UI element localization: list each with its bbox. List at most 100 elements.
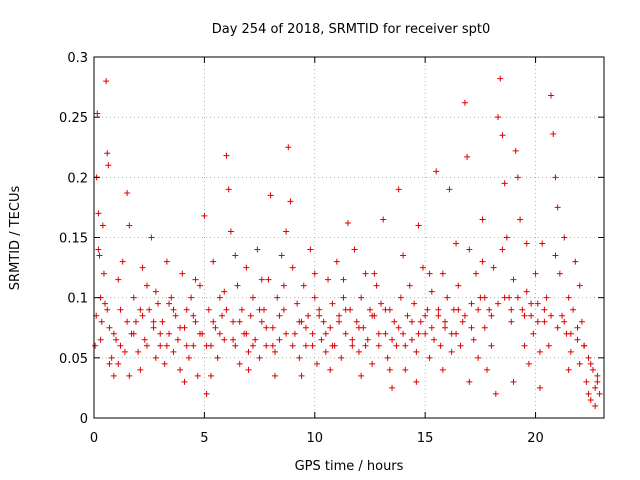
data-point — [559, 312, 566, 319]
data-point — [280, 306, 287, 313]
data-point — [296, 318, 303, 325]
data-point — [256, 306, 263, 313]
data-point — [587, 396, 594, 403]
data-point — [307, 246, 314, 253]
data-point — [258, 318, 265, 325]
data-point — [472, 270, 479, 277]
data-point — [461, 312, 468, 319]
x-tick-label: 10 — [307, 431, 324, 446]
data-point — [137, 306, 144, 313]
data-point — [523, 288, 530, 295]
data-point — [152, 288, 159, 295]
data-point — [358, 372, 365, 379]
data-point — [267, 192, 274, 199]
data-point — [249, 294, 256, 301]
data-point — [196, 282, 203, 289]
data-point — [530, 330, 537, 337]
data-point — [230, 336, 237, 343]
data-point — [190, 342, 197, 349]
data-point — [358, 294, 365, 301]
data-point — [466, 378, 473, 385]
data-point — [404, 312, 411, 319]
data-point — [300, 282, 307, 289]
data-point — [291, 330, 298, 337]
data-point — [336, 312, 343, 319]
x-tick-label: 5 — [200, 431, 208, 446]
data-point — [322, 348, 329, 355]
data-point — [223, 306, 230, 313]
data-point — [565, 294, 572, 301]
data-point — [534, 318, 541, 325]
data-point — [177, 366, 184, 373]
data-point — [574, 336, 581, 343]
data-point — [210, 318, 217, 325]
data-point — [152, 354, 159, 361]
data-point — [132, 318, 139, 325]
data-point — [309, 342, 316, 349]
y-tick-label: 0.25 — [59, 111, 88, 126]
data-point — [230, 318, 237, 325]
data-point — [395, 324, 402, 331]
data-point — [439, 270, 446, 277]
data-point — [435, 312, 442, 319]
data-point — [311, 294, 318, 301]
data-point — [464, 153, 471, 160]
data-point — [183, 306, 190, 313]
data-point — [342, 306, 349, 313]
data-point — [455, 306, 462, 313]
data-point — [232, 342, 239, 349]
data-point — [316, 312, 323, 319]
data-point — [236, 360, 243, 367]
data-point — [185, 354, 192, 361]
data-point — [488, 342, 495, 349]
data-point — [126, 222, 133, 229]
data-point — [400, 330, 407, 337]
data-point — [501, 294, 508, 301]
data-point — [442, 318, 449, 325]
data-point — [126, 372, 133, 379]
data-point — [439, 366, 446, 373]
data-point — [283, 228, 290, 235]
data-point — [333, 258, 340, 265]
data-point — [587, 360, 594, 367]
data-point — [139, 264, 146, 271]
data-point — [143, 282, 150, 289]
data-point — [592, 384, 599, 391]
data-point — [190, 312, 197, 319]
data-point — [95, 246, 102, 253]
data-point — [216, 294, 223, 301]
data-point — [594, 378, 601, 385]
data-point — [435, 306, 442, 313]
data-point — [375, 330, 382, 337]
data-point — [106, 360, 113, 367]
data-point — [97, 336, 104, 343]
data-point — [413, 378, 420, 385]
data-point — [219, 312, 226, 319]
data-point — [501, 180, 508, 187]
data-point — [402, 366, 409, 373]
data-point — [468, 300, 475, 307]
data-point — [113, 336, 120, 343]
data-point — [309, 330, 316, 337]
data-point — [389, 336, 396, 343]
data-point — [349, 336, 356, 343]
data-point — [596, 390, 603, 397]
data-point — [110, 372, 117, 379]
data-point — [393, 342, 400, 349]
data-point — [545, 342, 552, 349]
data-point — [468, 324, 475, 331]
data-point — [503, 234, 510, 241]
data-point — [508, 306, 515, 313]
data-point — [327, 366, 334, 373]
data-point — [316, 306, 323, 313]
data-point — [329, 300, 336, 307]
data-point — [223, 152, 230, 159]
data-point — [514, 174, 521, 181]
data-point — [395, 186, 402, 193]
data-point — [585, 390, 592, 397]
data-point — [212, 324, 219, 331]
data-point — [543, 294, 550, 301]
data-point — [589, 366, 596, 373]
data-point — [170, 348, 177, 355]
